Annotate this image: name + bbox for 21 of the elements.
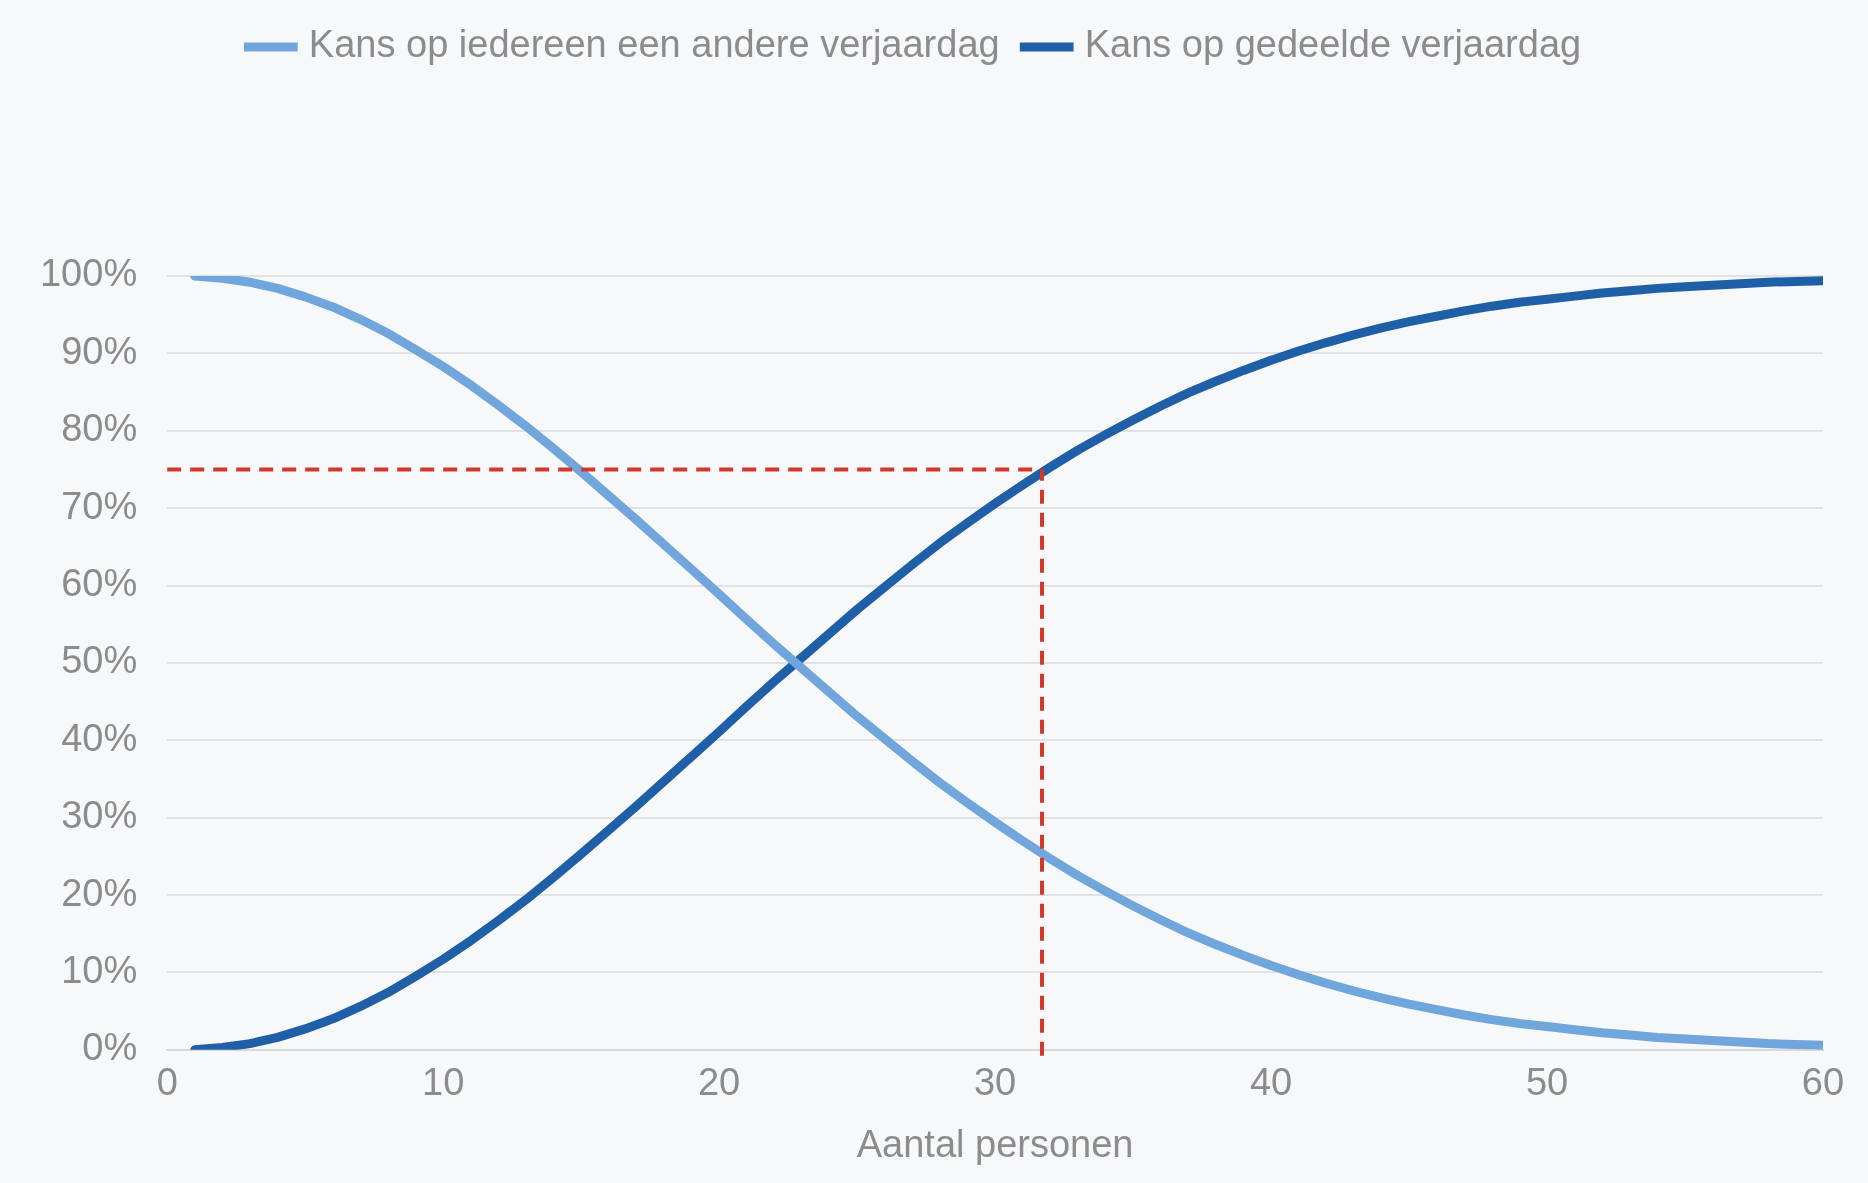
y-tick-label: 0% <box>82 1026 138 1069</box>
y-tick-label: 100% <box>39 252 138 295</box>
x-tick-label: 60 <box>1801 1061 1845 1104</box>
x-tick-label: 0 <box>156 1061 178 1104</box>
y-tick-label: 10% <box>61 948 138 991</box>
y-tick-label: 90% <box>61 329 138 372</box>
y-tick-label: 30% <box>61 794 138 837</box>
legend-label: Kans op iedereen een andere verjaardag <box>308 23 1000 66</box>
x-tick-label: 50 <box>1525 1061 1569 1104</box>
y-tick-label: 20% <box>61 871 138 914</box>
y-tick-label: 40% <box>61 716 138 759</box>
x-tick-label: 40 <box>1249 1061 1293 1104</box>
x-tick-label: 10 <box>422 1061 465 1104</box>
x-axis-title: Aantal personen <box>856 1122 1134 1165</box>
y-tick-label: 70% <box>61 484 138 527</box>
x-tick-label: 20 <box>697 1061 741 1104</box>
legend-label: Kans op gedeelde verjaardag <box>1084 23 1582 66</box>
y-tick-label: 80% <box>61 407 138 450</box>
y-tick-label: 50% <box>61 639 138 682</box>
x-tick-label: 30 <box>973 1061 1017 1104</box>
y-tick-label: 60% <box>61 562 138 604</box>
